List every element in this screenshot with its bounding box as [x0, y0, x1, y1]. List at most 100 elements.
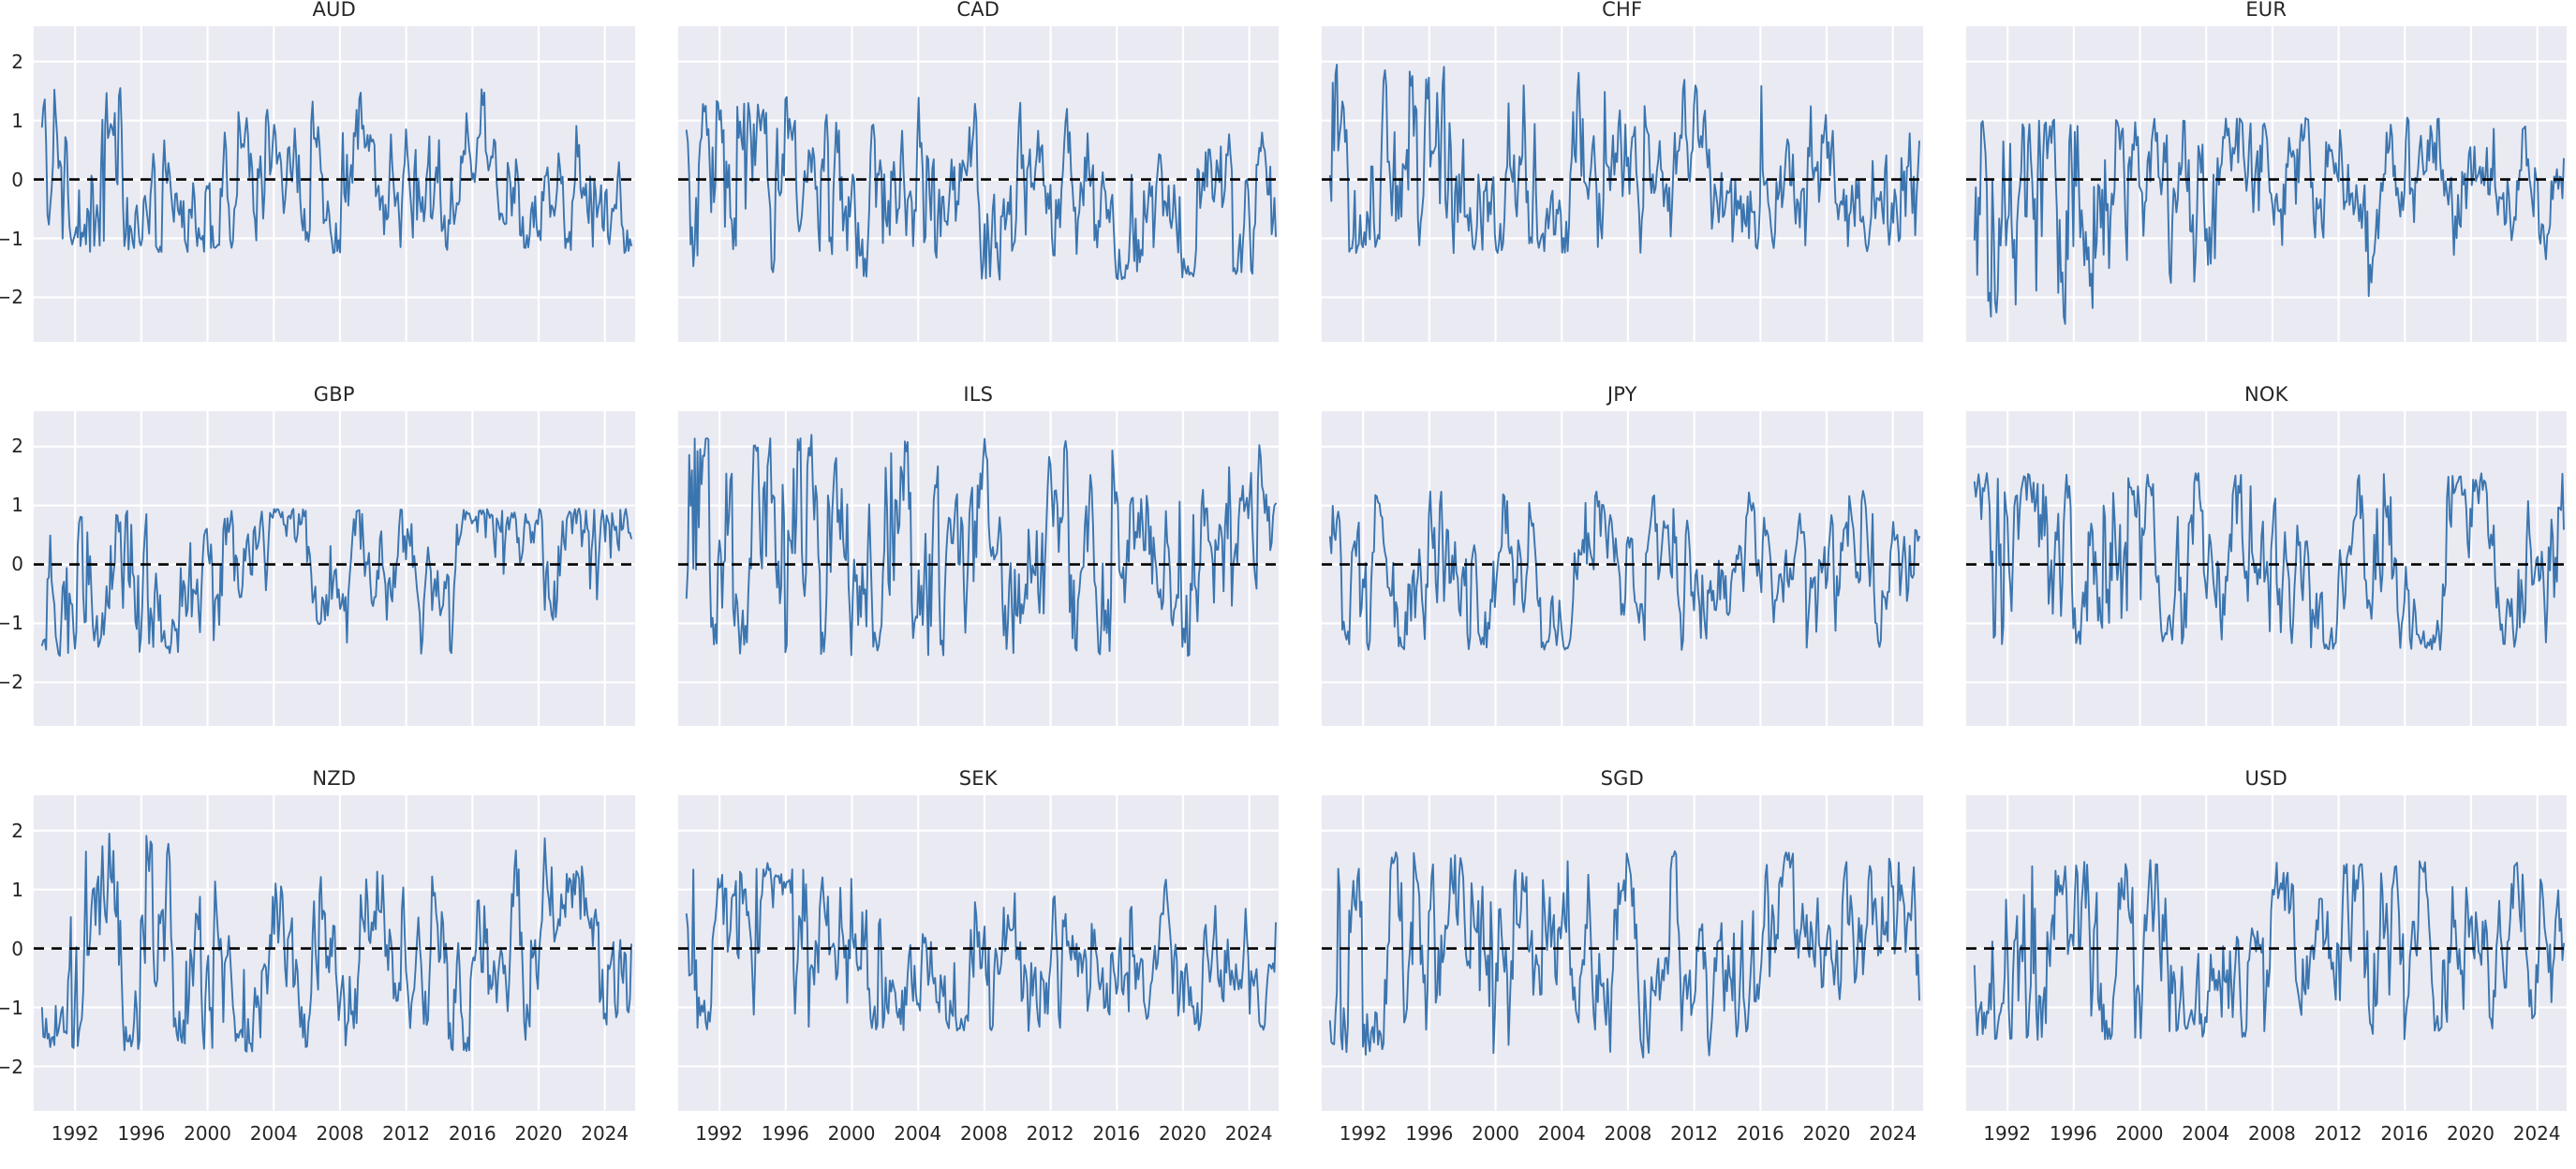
x-tick-label: 1992 — [1339, 1121, 1387, 1145]
x-tick-label: 2016 — [1736, 1121, 1784, 1145]
x-tick-label: 2004 — [2182, 1121, 2230, 1145]
y-gridlines — [1322, 445, 1923, 684]
x-tick-label: 1992 — [695, 1121, 744, 1145]
y-tick-label: −1 — [0, 996, 23, 1019]
plot-area-sgd — [1322, 795, 1923, 1111]
y-tick-label: 1 — [11, 494, 23, 517]
subplot-title-cad: CAD — [956, 0, 1000, 21]
subplot-title-sgd: SGD — [1600, 767, 1644, 791]
x-tick-label: 1996 — [2049, 1121, 2097, 1145]
series-line-usd — [1973, 859, 2565, 1042]
x-tick-label: 2000 — [2115, 1121, 2164, 1145]
x-tick-label: 2000 — [1472, 1121, 1519, 1145]
y-tick-label: −1 — [0, 612, 23, 635]
x-tick-label: 2016 — [448, 1121, 496, 1145]
plot-area-usd — [1965, 795, 2567, 1111]
series-line-chf — [1328, 63, 1920, 255]
x-tick-label: 2008 — [316, 1121, 364, 1145]
plot-area-nok — [1965, 410, 2567, 727]
x-tick-label: 2020 — [2447, 1121, 2495, 1145]
x-tick-label: 2024 — [1869, 1121, 1917, 1145]
x-tick-label: 2004 — [1537, 1121, 1586, 1145]
x-tick-label: 1992 — [51, 1121, 99, 1145]
y-tick-label: −2 — [0, 286, 23, 309]
subplot-title-ils: ILS — [963, 382, 994, 406]
y-tick-label: 2 — [11, 820, 23, 843]
x-tick-label: 2008 — [959, 1121, 1008, 1145]
y-tick-label: 1 — [11, 109, 23, 132]
x-gridlines — [2006, 26, 2539, 342]
plot-area-ils — [677, 410, 1279, 727]
x-gridlines — [1362, 410, 1894, 727]
x-tick-label: 1992 — [1983, 1121, 2032, 1145]
subplot-title-aud: AUD — [312, 0, 356, 21]
plot-area-chf — [1322, 26, 1923, 342]
x-tick-label: 2008 — [1604, 1121, 1652, 1145]
y-tick-label: −2 — [0, 671, 23, 694]
y-tick-label: −2 — [0, 1055, 23, 1078]
subplot-sek: SEK 1992 1996 2000 2004 2008 2012 2016 2020 2024 — [677, 767, 1279, 1145]
y-tick-label: 1 — [11, 879, 23, 901]
x-gridlines — [74, 795, 606, 1111]
plot-area-jpy — [1322, 410, 1923, 727]
subplot-usd: USD 1992 1996 2000 2004 2008 2012 2016 2020 2024 — [1965, 767, 2567, 1145]
subplot-title-gbp: GBP — [313, 382, 355, 406]
x-tick-label: 2024 — [1224, 1121, 1273, 1145]
x-gridlines — [2006, 410, 2539, 727]
series-line-nok — [1973, 471, 2565, 651]
x-gridlines — [718, 795, 1251, 1111]
x-tick-label: 2012 — [1670, 1121, 1719, 1145]
subplot-aud: AUD −2 −1 0 1 2 — [0, 0, 635, 342]
subplot-title-usd: USD — [2244, 767, 2287, 791]
x-tick-label: 2016 — [1092, 1121, 1141, 1145]
subplot-ils: ILS — [677, 383, 1279, 727]
subplot-title-nok: NOK — [2243, 382, 2288, 406]
x-tick-label: 2012 — [1026, 1121, 1074, 1145]
x-tick-label: 2008 — [2247, 1121, 2296, 1145]
subplot-title-eur: EUR — [2245, 0, 2287, 21]
subplot-gbp: GBP −2 −1 0 1 2 — [0, 383, 635, 727]
subplot-title-sek: SEK — [958, 767, 998, 791]
series-line-eur — [1973, 116, 2565, 325]
plot-area-aud — [34, 26, 635, 342]
x-tick-label: 2024 — [581, 1121, 629, 1145]
x-tick-label: 1996 — [761, 1121, 809, 1145]
y-tick-label: 0 — [11, 553, 23, 576]
subplot-title-chf: CHF — [1602, 0, 1643, 21]
subplot-eur: EUR — [1965, 0, 2567, 342]
subplot-nzd: NZD −2 −1 0 1 2 1992 1996 2000 2004 2008 2012 2016 20… — [0, 767, 635, 1145]
x-tick-label: 2012 — [382, 1121, 431, 1145]
y-tick-label: 2 — [11, 50, 23, 73]
plot-area-nzd — [34, 795, 635, 1111]
series-line-ils — [685, 433, 1277, 657]
x-tick-label: 2024 — [2512, 1121, 2561, 1145]
subplot-chf: CHF — [1322, 0, 1923, 342]
x-gridlines — [74, 410, 606, 727]
x-tick-label: 2020 — [1159, 1121, 1207, 1145]
x-tick-label: 2012 — [2314, 1121, 2362, 1145]
series-line-cad — [685, 96, 1277, 281]
x-tick-label: 2000 — [184, 1121, 231, 1145]
y-gridlines — [1965, 829, 2567, 1068]
subplot-jpy: JPY — [1322, 383, 1923, 727]
x-tick-label: 2020 — [514, 1121, 563, 1145]
y-tick-label: 0 — [11, 937, 23, 960]
plot-area-sek — [677, 795, 1279, 1111]
x-gridlines — [1362, 26, 1894, 342]
subplot-title-jpy: JPY — [1606, 382, 1637, 406]
subplot-sgd: SGD 1992 1996 2000 2004 2008 2012 2016 2020 2024 — [1322, 767, 1923, 1145]
series-line-jpy — [1328, 489, 1920, 651]
x-gridlines — [2006, 795, 2539, 1111]
x-tick-label: 2000 — [827, 1121, 876, 1145]
subplot-cad: CAD — [677, 0, 1279, 342]
x-tick-label: 2004 — [249, 1121, 298, 1145]
series-line-sek — [685, 862, 1277, 1032]
x-tick-label: 2020 — [1802, 1121, 1851, 1145]
x-tick-label: 2016 — [2380, 1121, 2429, 1145]
series-line-gbp — [40, 507, 632, 657]
x-tick-label: 2004 — [894, 1121, 942, 1145]
x-tick-label: 1996 — [1405, 1121, 1454, 1145]
plot-area-eur — [1965, 26, 2567, 342]
x-gridlines — [718, 26, 1251, 342]
